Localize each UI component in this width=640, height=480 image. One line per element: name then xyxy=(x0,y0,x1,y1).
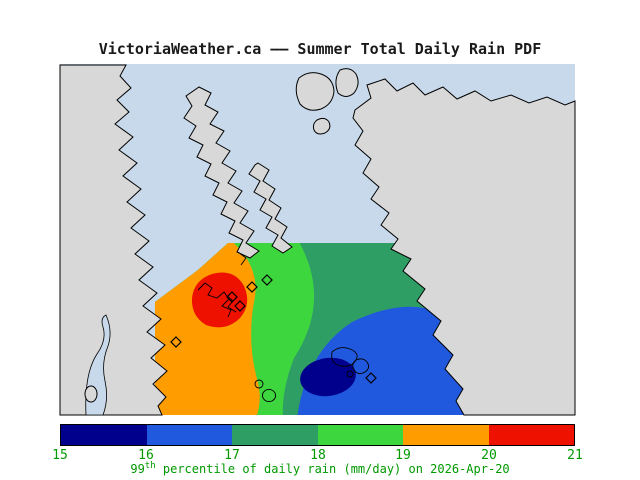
station-marker xyxy=(365,372,377,384)
colorbar-tick: 16 xyxy=(138,448,154,463)
land-strip-island xyxy=(248,162,293,254)
colorbar-caption: 99th percentile of daily rain (mm/day) o… xyxy=(0,461,640,476)
harbour-coastline xyxy=(197,282,232,318)
small-island-southwest xyxy=(84,385,98,403)
contour-level-20-21 xyxy=(191,272,248,328)
colorbar-segment xyxy=(232,425,318,445)
coastline-detail-group xyxy=(197,251,370,403)
colorbar xyxy=(60,424,575,446)
land-mass-east xyxy=(352,78,576,416)
station-marker xyxy=(226,291,238,303)
colorbar-tick: 17 xyxy=(224,448,240,463)
caption-rest: percentile of daily rain (mm/day) on 202… xyxy=(155,462,510,476)
islet-outline xyxy=(254,379,264,389)
station-marker-group xyxy=(170,274,377,384)
station-marker xyxy=(261,274,273,286)
land-group xyxy=(59,64,576,416)
peninsula-tip-coastline xyxy=(237,251,247,266)
island-north-2 xyxy=(335,68,359,97)
colorbar-tick: 15 xyxy=(52,448,68,463)
contour-field xyxy=(155,243,472,415)
colorbar-tick: 19 xyxy=(395,448,411,463)
colorbar-segment xyxy=(146,425,232,445)
land-peninsula-center xyxy=(183,86,260,259)
islet-outline xyxy=(346,370,354,378)
caption-superscript: th xyxy=(144,461,156,471)
colorbar-tick: 18 xyxy=(310,448,326,463)
caption-prefix: 99 xyxy=(130,462,145,476)
harbour-coastline xyxy=(226,295,237,313)
station-marker xyxy=(170,336,182,348)
colorbar-tick: 21 xyxy=(567,448,583,463)
colorbar-segment xyxy=(403,425,489,445)
page-title: VictoriaWeather.ca —— Summer Total Daily… xyxy=(98,40,542,58)
island-outline-southeast xyxy=(352,358,370,375)
colorbar-segment xyxy=(488,425,574,445)
contour-level-15-16 xyxy=(300,357,356,397)
station-marker xyxy=(234,300,246,312)
island-outline-south xyxy=(261,388,277,403)
island-north-3 xyxy=(312,117,331,135)
colorbar-segment xyxy=(61,425,147,445)
island-north-1 xyxy=(295,72,335,111)
colorbar-segment xyxy=(317,425,403,445)
colorbar-tick: 20 xyxy=(481,448,497,463)
land-mass-west xyxy=(59,64,168,416)
station-marker xyxy=(246,281,258,293)
